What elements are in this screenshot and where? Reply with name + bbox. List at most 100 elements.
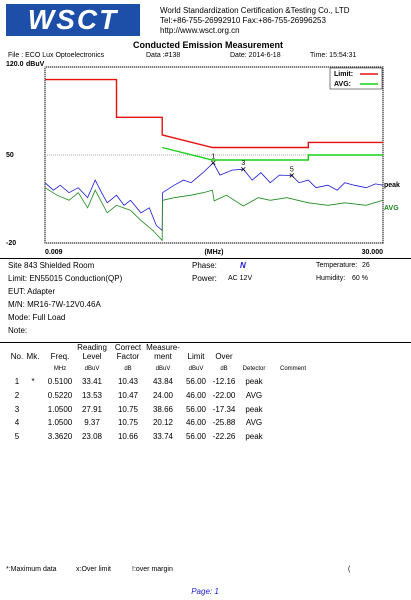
column-unit: dBuV: [84, 366, 100, 372]
column-header: Correct: [114, 343, 142, 352]
table-cell: 33.41: [81, 377, 103, 386]
temp: 26: [362, 262, 370, 269]
x-axis-label: (MHz): [204, 249, 223, 256]
column-unit: dBuV: [188, 366, 204, 372]
table-cell: 13.53: [81, 390, 103, 400]
table-cell: -25.88: [212, 418, 236, 428]
table-cell: 9.37: [84, 418, 100, 428]
mode: Mode: Full Load: [8, 313, 66, 322]
column-header: Reading: [77, 343, 107, 352]
column-header: No.: [10, 352, 24, 361]
table-cell: 56.00: [185, 377, 207, 386]
table-cell: peak: [245, 377, 263, 386]
footer-note: *:Maximum data: [6, 566, 57, 573]
series-line: [44, 187, 384, 242]
power: AC 12V: [228, 275, 253, 282]
table-cell: 2: [14, 390, 20, 400]
time: Time: 15:54:31: [310, 52, 357, 59]
table-cell: AVG: [245, 418, 263, 428]
tel: Tel:+86-755-26992910 Fax:+86-755-2699625…: [160, 16, 326, 25]
table-cell: 23.08: [81, 432, 103, 442]
table-cell: 27.91: [81, 404, 103, 414]
column-header: Over: [215, 352, 233, 361]
column-unit: dB: [220, 366, 228, 372]
marker: [210, 160, 216, 166]
table-cell: AVG: [245, 390, 263, 400]
column-header: Limit: [187, 352, 205, 361]
y-tick-label: 120.0: [6, 61, 24, 68]
table-cell: 10.66: [117, 432, 139, 442]
y-tick-label: 50: [6, 152, 14, 159]
power-label: Power:: [192, 274, 217, 283]
table-cell: 38.66: [152, 404, 174, 414]
table-cell: 10.75: [117, 418, 139, 428]
table-cell: -12.16: [212, 377, 236, 386]
table-cell: 46.00: [185, 418, 207, 428]
date: Date: 2014-6-18: [230, 52, 281, 59]
column-unit: dBuV: [155, 366, 171, 372]
series-end-label: AVG: [384, 205, 399, 212]
table-cell: 5: [14, 432, 20, 442]
column-unit: MHz: [53, 366, 67, 372]
note: Note:: [8, 326, 28, 335]
humidity: 60 %: [352, 275, 368, 282]
marker-label: 3: [241, 160, 245, 167]
file: File : ECO Lux Optoelectronics: [8, 52, 105, 59]
column-header: Factor: [116, 352, 140, 361]
table-cell: 10.47: [117, 390, 139, 400]
table-cell: -17.34: [212, 404, 236, 414]
column-header: ment: [154, 352, 172, 361]
column-unit: dB: [124, 366, 132, 372]
table-cell: 0.5220: [47, 390, 73, 400]
column-header: Freq.: [50, 352, 70, 361]
legend-label: Limit:: [334, 71, 353, 78]
page-number: Page: 1: [191, 587, 219, 596]
x-tick-label: 30.000: [362, 249, 384, 256]
phase: N: [240, 261, 246, 270]
chart: -20 50 120.0 0.009 30.000 dBuV (MHz) Limit: AVG:…: [6, 61, 400, 256]
company: World Standardization Certification &Tes…: [160, 6, 350, 15]
series-line: [44, 162, 384, 232]
table-cell: 43.84: [152, 377, 174, 386]
marker: [241, 166, 246, 172]
table-cell: peak: [245, 432, 263, 442]
table-cell: 46.00: [185, 390, 207, 400]
table-cell: *: [31, 377, 35, 386]
table-cell: 24.00: [152, 390, 174, 400]
table-cell: 3: [14, 404, 20, 414]
phase-label: Phase:: [192, 261, 217, 270]
y-unit: dBuV: [26, 61, 45, 68]
marker-label: 1: [211, 154, 215, 161]
table-cell: 56.00: [185, 404, 207, 414]
table-cell: peak: [245, 404, 263, 414]
y-tick-label: -20: [6, 240, 16, 247]
x-tick-label: 0.009: [45, 249, 63, 256]
column-unit: Comment: [279, 366, 307, 372]
table-cell: 1: [14, 377, 20, 386]
table-cell: 1.0500: [47, 418, 73, 428]
marker: [289, 173, 295, 178]
table-cell: 20.12: [152, 418, 174, 428]
site: Site 843 Shielded Room: [8, 261, 95, 270]
web: http://www.wsct.org.cn: [160, 26, 240, 35]
temp-label: Temperature:: [316, 262, 358, 269]
legend-label: AVG:: [334, 81, 351, 88]
column-header: Mk.: [26, 352, 40, 361]
footer-note: x:Over limit: [76, 566, 111, 573]
column-header: Measure-: [146, 343, 180, 352]
table-cell: -22.00: [212, 390, 236, 400]
series-line: [45, 78, 383, 149]
table-cell: 56.00: [185, 432, 207, 442]
limit: Limit: EN55015 Conduction(QP): [8, 274, 123, 283]
table-cell: 10.43: [117, 377, 139, 386]
eut: EUT: Adapter: [8, 287, 56, 296]
table-cell: 10.75: [117, 404, 139, 414]
column-header: Level: [82, 352, 102, 361]
humidity-label: Humidity:: [316, 275, 346, 282]
table-cell: 3.3620: [47, 432, 73, 442]
table-cell: -22.26: [212, 432, 236, 442]
rule: [0, 258, 411, 259]
footer-mark: (: [348, 566, 351, 573]
mn: M/N: MR16-7W-12V0.46A: [8, 300, 101, 309]
